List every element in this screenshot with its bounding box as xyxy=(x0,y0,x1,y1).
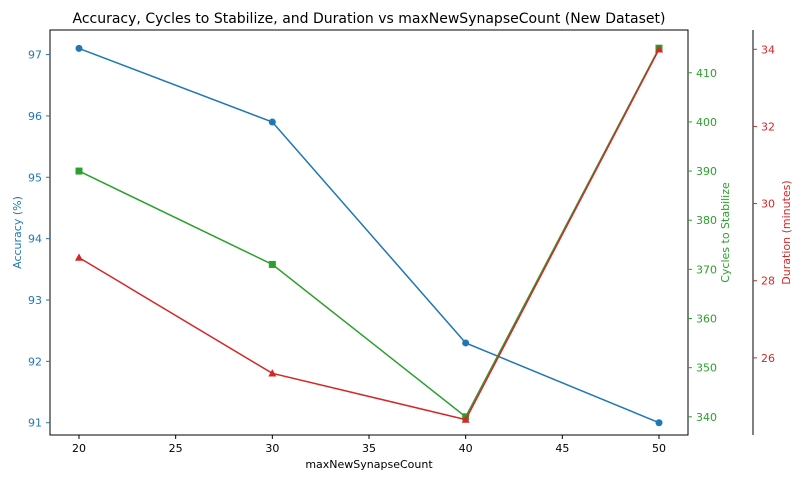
cycles-axis: 340 350 360 370 380 390 400 410 xyxy=(688,67,717,424)
x-tick-label: 40 xyxy=(459,442,473,455)
x-axis-label: maxNewSynapseCount xyxy=(305,458,433,471)
duration-axis: 26 28 30 32 34 xyxy=(752,30,775,435)
series-group xyxy=(75,44,663,427)
x-tick-label: 25 xyxy=(169,442,183,455)
accuracy-point xyxy=(655,419,663,427)
accuracy-axis: 91 92 93 94 95 96 97 xyxy=(28,49,50,430)
accuracy-tick-label: 97 xyxy=(28,49,42,62)
duration-point xyxy=(268,369,277,377)
duration-axis-label: Duration (minutes) xyxy=(780,180,793,284)
accuracy-point xyxy=(268,118,276,126)
duration-point xyxy=(75,253,83,261)
cycles-point xyxy=(268,260,276,268)
cycles-axis-label: Cycles to Stabilize xyxy=(719,182,732,283)
x-tick-label: 20 xyxy=(72,442,86,455)
accuracy-tick-label: 95 xyxy=(28,171,42,184)
accuracy-axis-label: Accuracy (%) xyxy=(11,196,24,269)
accuracy-point xyxy=(75,44,83,52)
duration-tick-label: 34 xyxy=(761,43,775,56)
accuracy-tick-label: 94 xyxy=(28,233,42,246)
cycles-tick-label: 370 xyxy=(696,263,717,276)
cycles-tick-label: 360 xyxy=(696,313,717,326)
accuracy-series-line xyxy=(78,47,660,424)
duration-series-line xyxy=(78,48,660,421)
duration-tick-label: 28 xyxy=(761,275,775,288)
cycles-tick-label: 390 xyxy=(696,165,717,178)
cycles-tick-label: 340 xyxy=(696,411,717,424)
accuracy-tick-label: 93 xyxy=(28,294,42,307)
duration-tick-label: 32 xyxy=(761,120,775,133)
chart-title: Accuracy, Cycles to Stabilize, and Durat… xyxy=(73,11,666,27)
cycles-tick-label: 350 xyxy=(696,362,717,375)
duration-point xyxy=(461,415,470,423)
accuracy-tick-label: 92 xyxy=(28,355,42,368)
duration-tick-label: 26 xyxy=(761,352,775,365)
cycles-tick-label: 380 xyxy=(696,214,717,227)
x-tick-label: 50 xyxy=(652,442,666,455)
accuracy-point xyxy=(462,339,470,347)
cycles-tick-label: 400 xyxy=(696,116,717,129)
duration-point xyxy=(655,45,663,53)
x-tick-label: 45 xyxy=(555,442,569,455)
cycles-tick-label: 410 xyxy=(696,67,717,80)
x-tick-label: 35 xyxy=(362,442,376,455)
cycles-point xyxy=(75,167,83,175)
x-tick-label: 30 xyxy=(265,442,279,455)
duration-tick-label: 30 xyxy=(761,198,775,211)
cycles-series-line xyxy=(78,47,660,418)
accuracy-tick-label: 91 xyxy=(28,417,42,430)
x-axis: 20 25 30 35 40 45 50 xyxy=(72,435,666,455)
accuracy-tick-label: 96 xyxy=(28,110,42,123)
